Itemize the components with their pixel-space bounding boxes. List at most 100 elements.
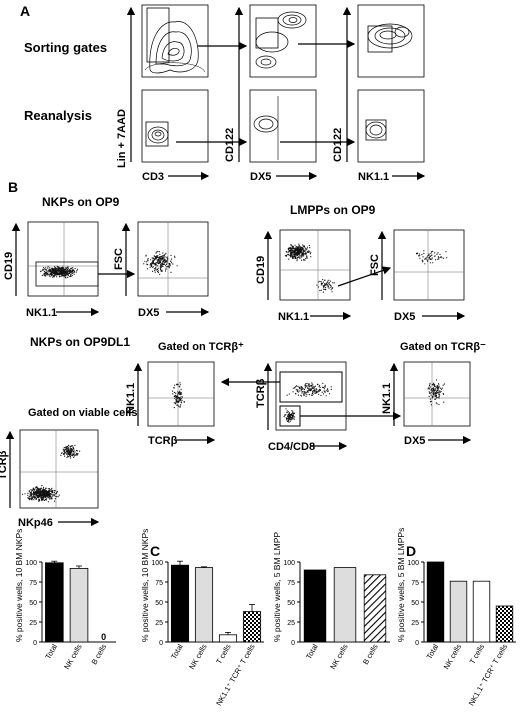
ylabel-cd122-b: CD122 <box>332 128 344 162</box>
xlabel-dx5: DX5 <box>250 171 271 183</box>
dotcloud-b1 <box>40 265 79 279</box>
y-axis-label: % positive wells, 5 BM LMPP <box>272 532 282 642</box>
row-label-sorting: Sorting gates <box>24 40 107 55</box>
title-gated-tcrb-pos: Gated on TCRβ⁺ <box>158 341 244 353</box>
bar-chart-1: 0 25 50 75 100% positive wells, 10 BM NKPs To… <box>14 529 116 671</box>
ylabel-nk11-3: NK1.1 <box>125 383 137 414</box>
dotcloud-b6 <box>283 382 332 423</box>
title-nkp-op9: NKPs on OP9 <box>42 195 120 209</box>
dotcloud-b7 <box>427 379 445 406</box>
plot-b-lmpp-fsc-dx5 <box>393 229 465 301</box>
ylabel-fsc-2: FSC <box>369 254 381 276</box>
y-tick-label: 50 <box>411 600 419 607</box>
y-tick-label: 25 <box>29 620 37 627</box>
panel-label-c: C <box>150 543 160 559</box>
xlabel-tcrb-1: TCRβ <box>148 435 178 447</box>
bar <box>472 580 491 643</box>
bar <box>426 561 445 643</box>
y-tick-label: 75 <box>411 580 419 587</box>
xlabel-nk11-1: NK1.1 <box>26 307 57 319</box>
bar <box>45 562 64 643</box>
bar <box>69 568 89 643</box>
contour-a6 <box>365 119 387 141</box>
row-label-reanalysis: Reanalysis <box>24 108 92 123</box>
y-tick-label: 0 <box>33 640 37 647</box>
xlabel-dx5-2: DX5 <box>394 311 415 323</box>
y-tick-label: 100 <box>283 560 295 567</box>
y-tick-label: 50 <box>29 600 37 607</box>
bar <box>194 567 214 643</box>
xlabel-dx5-3: DX5 <box>404 435 425 447</box>
plot-a3 <box>357 4 425 78</box>
plot-a6 <box>357 89 425 163</box>
plot-a5 <box>249 89 317 163</box>
category-label: Total <box>43 642 59 661</box>
plot-a2 <box>249 4 317 78</box>
contour-a3 <box>367 23 413 53</box>
category-label: B cells <box>90 642 109 666</box>
ylabel-cd19-2: CD19 <box>255 256 267 284</box>
plot-b-cd19-nk <box>27 221 99 297</box>
category-label: NK cells <box>187 642 209 671</box>
y-tick-label: 100 <box>407 560 419 567</box>
bar-annotation: 0 <box>101 632 106 642</box>
ylabel-cd122-a: CD122 <box>224 128 236 162</box>
y-tick-label: 75 <box>29 580 37 587</box>
y-tick-label: 25 <box>411 620 419 627</box>
y-tick-label: 75 <box>287 580 295 587</box>
xlabel-nkp46: NKp46 <box>18 517 53 529</box>
plot-b-fsc-dx5 <box>137 221 209 297</box>
bar <box>333 567 357 643</box>
y-tick-label: 75 <box>155 580 163 587</box>
contour-a1 <box>144 7 206 74</box>
category-label: NK cells <box>62 642 84 671</box>
panel-label-b: B <box>8 179 18 195</box>
title-gated-viable: Gated on viable cells <box>28 407 137 419</box>
y-tick-label: 25 <box>287 620 295 627</box>
ylabel-lin7aad: Lin + 7AAD <box>116 109 128 168</box>
bar <box>218 634 238 643</box>
plot-b-nk-dx5 <box>403 361 471 427</box>
gate-arrows-a <box>176 39 356 147</box>
category-label: NK cells <box>442 642 464 671</box>
xlabel-nk11-2: NK1.1 <box>278 311 309 323</box>
ylabel-fsc-1: FSC <box>113 248 125 270</box>
y-tick-label: 0 <box>291 640 295 647</box>
ylabel-nk11-4: NK1.1 <box>381 383 393 414</box>
y-tick-label: 100 <box>151 560 163 567</box>
plot-b-tcrb-nkp46 <box>19 429 99 509</box>
title-nkp-op9dl1: NKPs on OP9DL1 <box>30 335 130 349</box>
title-lmpp-op9: LMPPs on OP9 <box>290 203 376 217</box>
axis-arrows-b2 <box>5 362 472 527</box>
category-label: Total <box>304 642 320 661</box>
contour-a4 <box>145 121 169 147</box>
y-tick-label: 0 <box>159 640 163 647</box>
dotcloud-b5 <box>172 382 185 409</box>
xlabel-cd3: CD3 <box>142 171 164 183</box>
y-axis-label: % positive wells, 5 BM LMPPs <box>396 528 406 642</box>
ylabel-cd19-1: CD19 <box>3 252 15 280</box>
y-tick-label: 50 <box>155 600 163 607</box>
panel-label-a: A <box>20 3 30 19</box>
plot-b-tcrb-cd4cd8 <box>275 361 347 431</box>
bar <box>449 580 468 643</box>
dotcloud-b2 <box>143 250 178 275</box>
y-axis-label: % positive wells, 10 BM NKPs <box>14 529 24 642</box>
y-tick-label: 0 <box>415 640 419 647</box>
xlabel-dx5-1: DX5 <box>138 307 159 319</box>
dotcloud-b4 <box>415 250 448 265</box>
dotcloud-b8 <box>21 444 81 503</box>
category-label: T cells <box>468 642 487 665</box>
y-axis-arrows-a <box>126 6 352 162</box>
bar <box>363 574 387 643</box>
bar <box>303 569 327 643</box>
y-tick-label: 50 <box>287 600 295 607</box>
plot-a4 <box>141 89 209 163</box>
title-gated-tcrb-neg: Gated on TCRβ⁻ <box>400 341 486 353</box>
plot-a1 <box>141 4 209 78</box>
category-label: Total <box>425 642 441 661</box>
category-label: B cells <box>361 642 380 666</box>
plot-b-lmpp-cd19-nk <box>279 229 351 301</box>
